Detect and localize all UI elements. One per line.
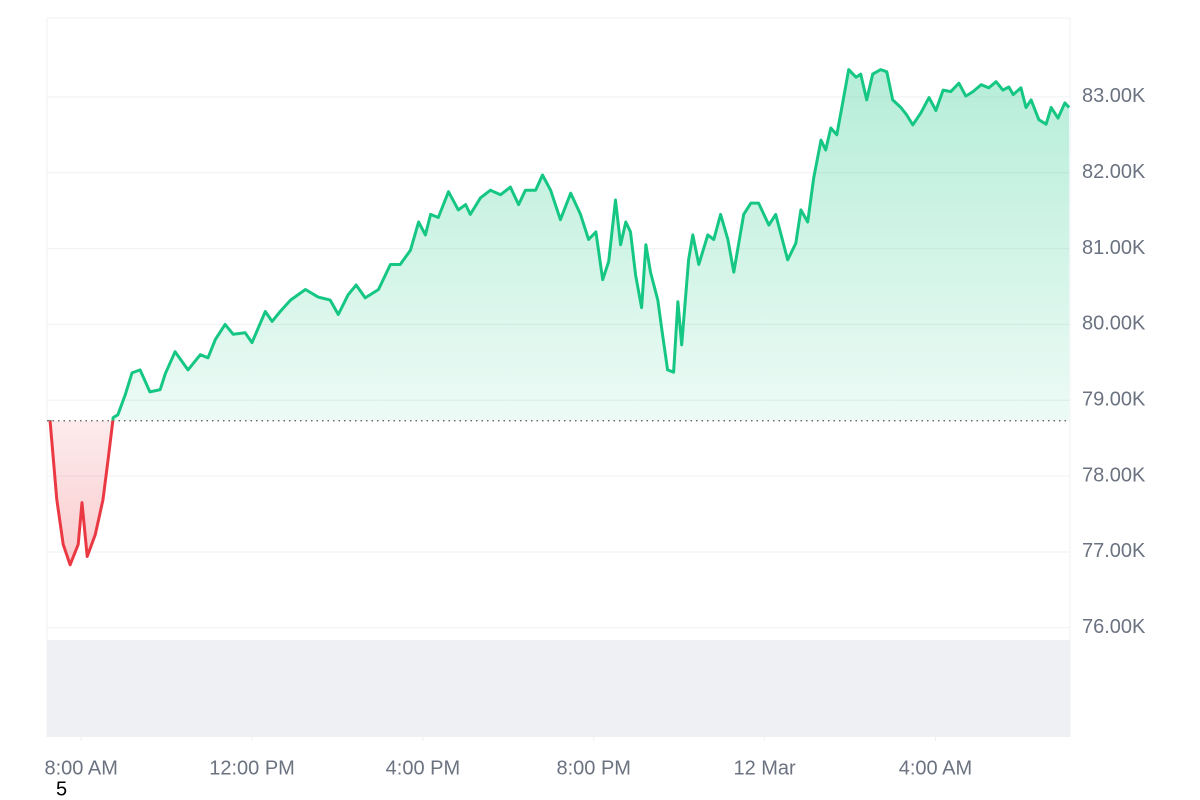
y-tick-label: 82.00K bbox=[1082, 161, 1146, 183]
annotation: 5 bbox=[56, 778, 67, 800]
price-line bbox=[48, 68, 1071, 567]
y-tick-label: 79.00K bbox=[1082, 389, 1146, 411]
x-tick-label: 12 Mar bbox=[733, 757, 796, 779]
y-tick-label: 76.00K bbox=[1082, 616, 1146, 638]
y-tick-label: 83.00K bbox=[1082, 85, 1146, 107]
x-tick-label: 8:00 AM bbox=[44, 757, 117, 779]
x-tick-label: 8:00 PM bbox=[556, 757, 630, 779]
y-tick-label: 80.00K bbox=[1082, 313, 1146, 335]
x-tick-label: 4:00 AM bbox=[899, 757, 972, 779]
y-tick-label: 77.00K bbox=[1082, 540, 1146, 562]
x-tick-label: 12:00 PM bbox=[209, 757, 295, 779]
y-tick-label: 81.00K bbox=[1082, 237, 1146, 259]
y-tick-label: 78.00K bbox=[1082, 464, 1146, 486]
x-tick-label: 4:00 PM bbox=[386, 757, 460, 779]
volume-band bbox=[47, 640, 1070, 737]
area bbox=[49, 69, 1070, 565]
